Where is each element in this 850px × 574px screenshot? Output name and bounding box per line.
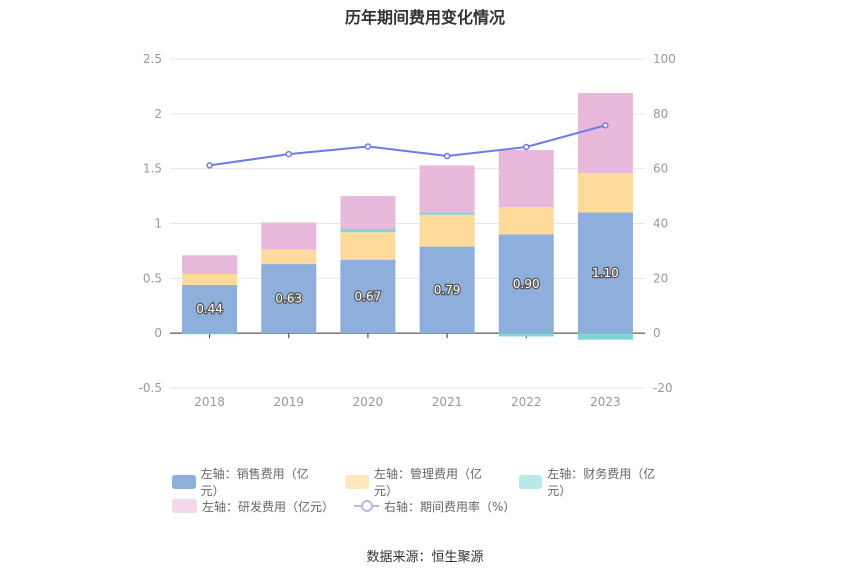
legend-item-rnd[interactable]: 左轴：研发费用（亿元） (172, 498, 334, 515)
bar-2-2018 (182, 273, 238, 285)
bar-3-2020 (340, 228, 396, 233)
bar-2-2023 (577, 173, 633, 213)
legend-label-admin: 左轴：管理费用（亿元） (373, 467, 482, 498)
legend-swatch-rate (354, 499, 380, 513)
legend-label-rate: 右轴：期间费用率（%） (384, 499, 516, 514)
bar-data-label: 0.90 (513, 277, 540, 291)
right-tick-label: 60 (653, 162, 668, 176)
x-tick-label: 2020 (353, 395, 384, 409)
left-tick-label: 0 (154, 326, 162, 340)
left-tick-label: 2 (154, 107, 162, 121)
bar-1-2021 (419, 246, 475, 334)
bar-4-2020 (340, 196, 396, 229)
rate-point-2019 (285, 150, 292, 158)
legend-item-sales[interactable]: 左轴：销售费用（亿元） (172, 465, 325, 499)
bar-3-2021 (419, 212, 475, 215)
bar-4-2019 (261, 222, 317, 250)
bar-data-label: 0.79 (434, 283, 461, 297)
left-tick-label: 0.5 (143, 271, 162, 285)
bar-2-2020 (340, 232, 396, 260)
chart-title: 历年期间费用变化情况 (344, 8, 505, 27)
left-tick-label: 1 (154, 217, 162, 231)
bar-1-2019 (261, 264, 317, 334)
rate-point-2020 (364, 143, 372, 150)
legend-label-rnd: 左轴：研发费用（亿元） (202, 499, 335, 514)
right-tick-label: 20 (653, 271, 668, 285)
x-tick-label: 2023 (590, 395, 621, 409)
bar-1-2018 (182, 284, 238, 334)
legend-swatch-sales (172, 475, 196, 489)
source-note: 数据来源：恒生聚源 (366, 550, 484, 565)
legend: 左轴：销售费用（亿元） 左轴：管理费用（亿元） 左轴：财务费用（亿元） 左轴：研… (172, 467, 692, 518)
x-tick-label: 2018 (194, 395, 225, 409)
bar-2-2019 (261, 249, 317, 265)
bar-1-2020 (340, 259, 396, 334)
x-tick-label: 2022 (511, 395, 542, 409)
legend-label-sales: 左轴：销售费用（亿元） (200, 467, 309, 498)
left-tick-label: 1.5 (143, 162, 162, 176)
legend-swatch-finance (518, 475, 543, 489)
bar-3-2018 (182, 333, 238, 335)
legend-item-finance[interactable]: 左轴：财务费用（亿元） (518, 465, 672, 499)
bar-4-2018 (182, 255, 238, 274)
legend-label-finance: 左轴：财务费用（亿元） (547, 467, 656, 498)
bar-1-2023 (577, 212, 633, 334)
legend-swatch-admin (345, 475, 369, 489)
rate-point-2023 (602, 122, 609, 129)
left-tick-label: 2.5 (143, 52, 162, 66)
x-tick-label: 2021 (432, 395, 463, 409)
bar-data-label: 0.67 (355, 289, 382, 303)
rate-point-2021 (443, 152, 451, 160)
right-tick-label: 40 (653, 217, 668, 231)
left-tick-label: -0.5 (139, 381, 162, 395)
bar-4-2022 (498, 150, 554, 208)
legend-item-admin[interactable]: 左轴：管理费用（亿元） (345, 465, 498, 499)
bar-data-label: 0.63 (275, 292, 302, 306)
right-tick-label: 0 (653, 326, 661, 340)
rate-line (209, 124, 606, 167)
legend-swatch-rnd (172, 499, 197, 513)
bar-2-2021 (419, 214, 475, 247)
legend-item-rate[interactable]: 右轴：期间费用率（%） (354, 498, 515, 515)
bar-3-2022 (498, 333, 554, 337)
x-tick-label: 2019 (273, 395, 304, 409)
bar-4-2021 (419, 165, 475, 213)
bar-data-label: 1.10 (592, 266, 619, 280)
bar-data-label: 0.44 (196, 302, 223, 316)
bar-4-2023 (577, 92, 633, 174)
right-tick-label: 100 (653, 52, 676, 66)
bar-1-2022 (498, 234, 554, 334)
right-tick-label: -20 (653, 381, 673, 395)
rate-point-2018 (206, 162, 213, 169)
right-tick-label: 80 (653, 107, 668, 121)
bar-3-2023 (577, 333, 633, 340)
bar-2-2022 (498, 207, 554, 235)
rate-point-2022 (523, 143, 530, 151)
